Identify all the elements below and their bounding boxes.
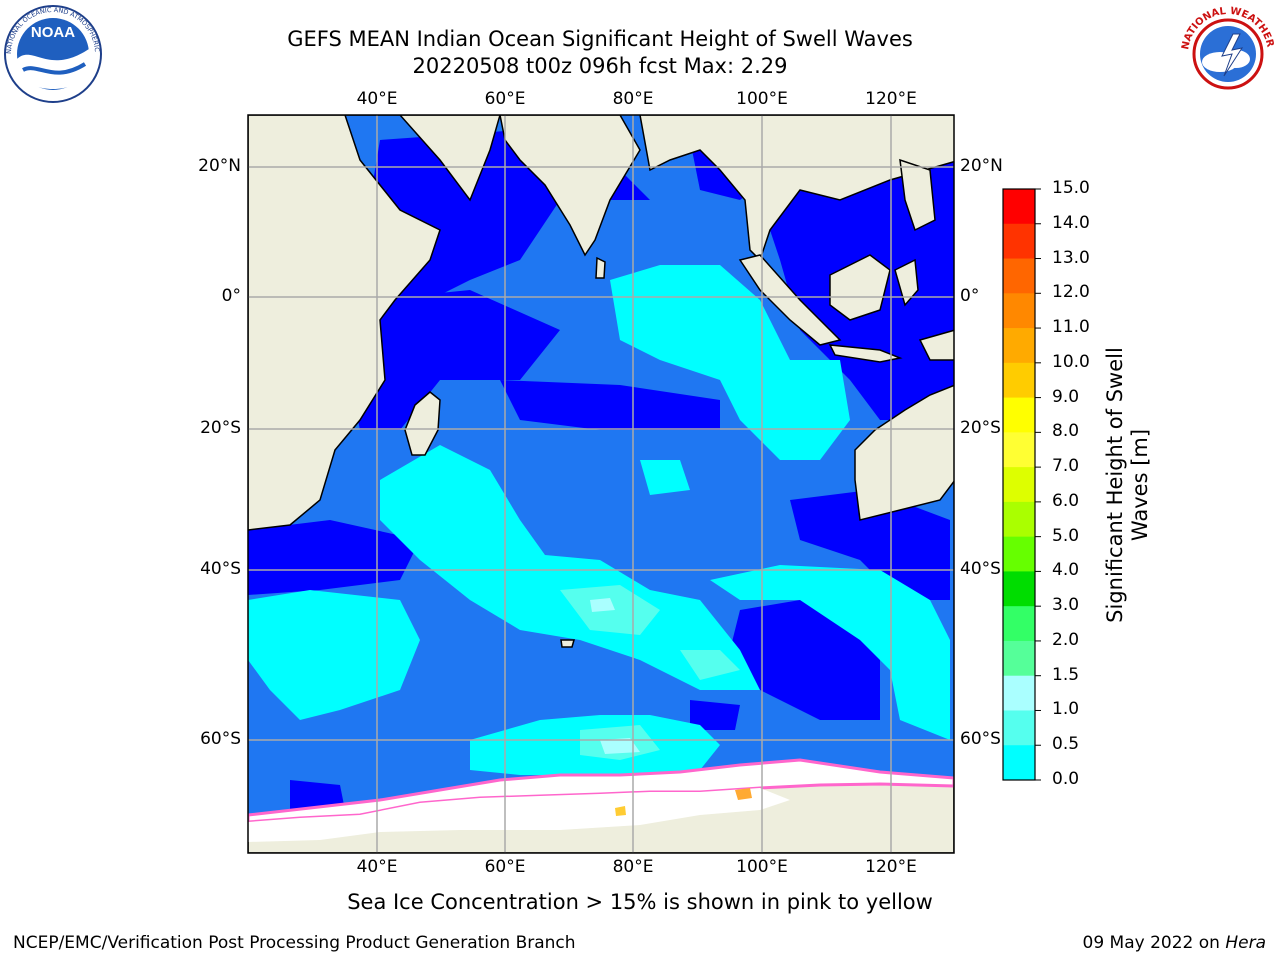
lat-tick-left-20s: 20°S: [200, 418, 241, 438]
sea-ice-note: Sea Ice Concentration > 15% is shown in …: [347, 890, 933, 914]
nws-logo: NATIONAL WEATHER SERVICE: [1178, 4, 1276, 102]
map-frame: [247, 114, 955, 854]
colorbar: [1003, 188, 1041, 781]
map-plot-area: [248, 115, 954, 853]
colorbar-tick-label: 12.0: [1052, 282, 1090, 303]
colorbar-tick-label: 11.0: [1052, 317, 1090, 338]
colorbar-tick-label: 13.0: [1052, 247, 1090, 268]
colorbar-label: Significant Height of Swell Waves [m]: [1103, 325, 1153, 645]
colorbar-segment: [1003, 606, 1035, 642]
colorbar-segment: [1003, 397, 1035, 433]
colorbar-tick-label: 10.0: [1052, 351, 1090, 372]
colorbar-segment: [1003, 328, 1035, 364]
lon-tick-top-60e: 60°E: [484, 89, 526, 109]
colorbar-segment: [1003, 293, 1035, 329]
colorbar-tick-label: 15.0: [1052, 178, 1090, 198]
colorbar-tick-label: 2.0: [1052, 629, 1080, 650]
colorbar-segment: [1003, 536, 1035, 572]
lat-tick-left-0: 0°: [221, 286, 241, 306]
lon-tick-bottom-80e: 80°E: [612, 857, 654, 877]
footer-date-text: 09 May 2022 on: [1082, 933, 1220, 953]
colorbar-tick-label: 9.0: [1052, 386, 1080, 407]
colorbar-segment: [1003, 571, 1035, 607]
map-gridlines: [248, 115, 954, 853]
footer-credit: NCEP/EMC/Verification Post Processing Pr…: [13, 933, 576, 953]
colorbar-segment: [1003, 362, 1035, 399]
lon-tick-top-80e: 80°E: [612, 89, 654, 109]
lat-tick-left-60s: 60°S: [200, 729, 241, 749]
colorbar-tick-label: 6.0: [1052, 490, 1080, 511]
colorbar-label-line1: Significant Height of Swell: [1103, 347, 1127, 623]
lon-tick-bottom-120e: 120°E: [865, 857, 917, 877]
colorbar-segment: [1003, 675, 1035, 711]
lon-tick-bottom-40e: 40°E: [356, 857, 398, 877]
lat-tick-right-20n: 20°N: [960, 156, 1003, 176]
colorbar-tick-label: 14.0: [1052, 212, 1090, 233]
chart-title: GEFS MEAN Indian Ocean Significant Heigh…: [287, 27, 913, 51]
colorbar-label-line2: Waves [m]: [1128, 428, 1152, 542]
noaa-logo: NOAA NATIONAL OCEANIC AND ATMOSPHERIC AD…: [3, 4, 102, 103]
footer-date: 09 May 2022 on Hera: [1083, 933, 1267, 953]
footer-host: Hera: [1225, 933, 1266, 953]
peak-swell-regions: [590, 598, 640, 754]
lon-tick-top-40e: 40°E: [356, 89, 398, 109]
colorbar-segment: [1003, 258, 1035, 294]
colorbar-tick-label: 1.5: [1052, 664, 1080, 685]
colorbar-segment: [1003, 501, 1035, 538]
lat-tick-right-60s: 60°S: [960, 729, 1001, 749]
colorbar-segment: [1003, 223, 1035, 260]
lat-tick-right-0: 0°: [960, 286, 980, 306]
colorbar-frame: [1002, 188, 1036, 781]
sea-ice: [248, 758, 954, 842]
colorbar-segment: [1003, 467, 1035, 503]
colorbar-tick-label: 0.5: [1052, 734, 1080, 755]
lat-tick-right-20s: 20°S: [960, 418, 1001, 438]
colorbar-segment: [1003, 710, 1035, 746]
lon-tick-top-100e: 100°E: [736, 89, 788, 109]
lat-tick-left-40s: 40°S: [200, 559, 241, 579]
colorbar-segment: [1003, 640, 1035, 677]
colorbar-tick-label: 8.0: [1052, 421, 1080, 442]
noaa-logo-text: NOAA: [31, 24, 75, 41]
lon-tick-top-120e: 120°E: [865, 89, 917, 109]
colorbar-tick-label: 1.0: [1052, 699, 1080, 720]
chart-subtitle: 20220508 t00z 096h fcst Max: 2.29: [412, 54, 788, 78]
colorbar-segment: [1003, 189, 1035, 225]
lat-tick-left-20n: 20°N: [198, 156, 241, 176]
colorbar-tick-label: 7.0: [1052, 456, 1080, 477]
colorbar-tick-label: 4.0: [1052, 560, 1080, 581]
colorbar-tick-label: 0.0: [1052, 769, 1080, 789]
lon-tick-bottom-60e: 60°E: [484, 857, 526, 877]
lat-tick-right-40s: 40°S: [960, 559, 1001, 579]
colorbar-segment: [1003, 432, 1035, 468]
colorbar-tick-label: 3.0: [1052, 595, 1080, 616]
colorbar-tick-label: 5.0: [1052, 525, 1080, 546]
lon-tick-bottom-100e: 100°E: [736, 857, 788, 877]
colorbar-segment: [1003, 745, 1035, 781]
